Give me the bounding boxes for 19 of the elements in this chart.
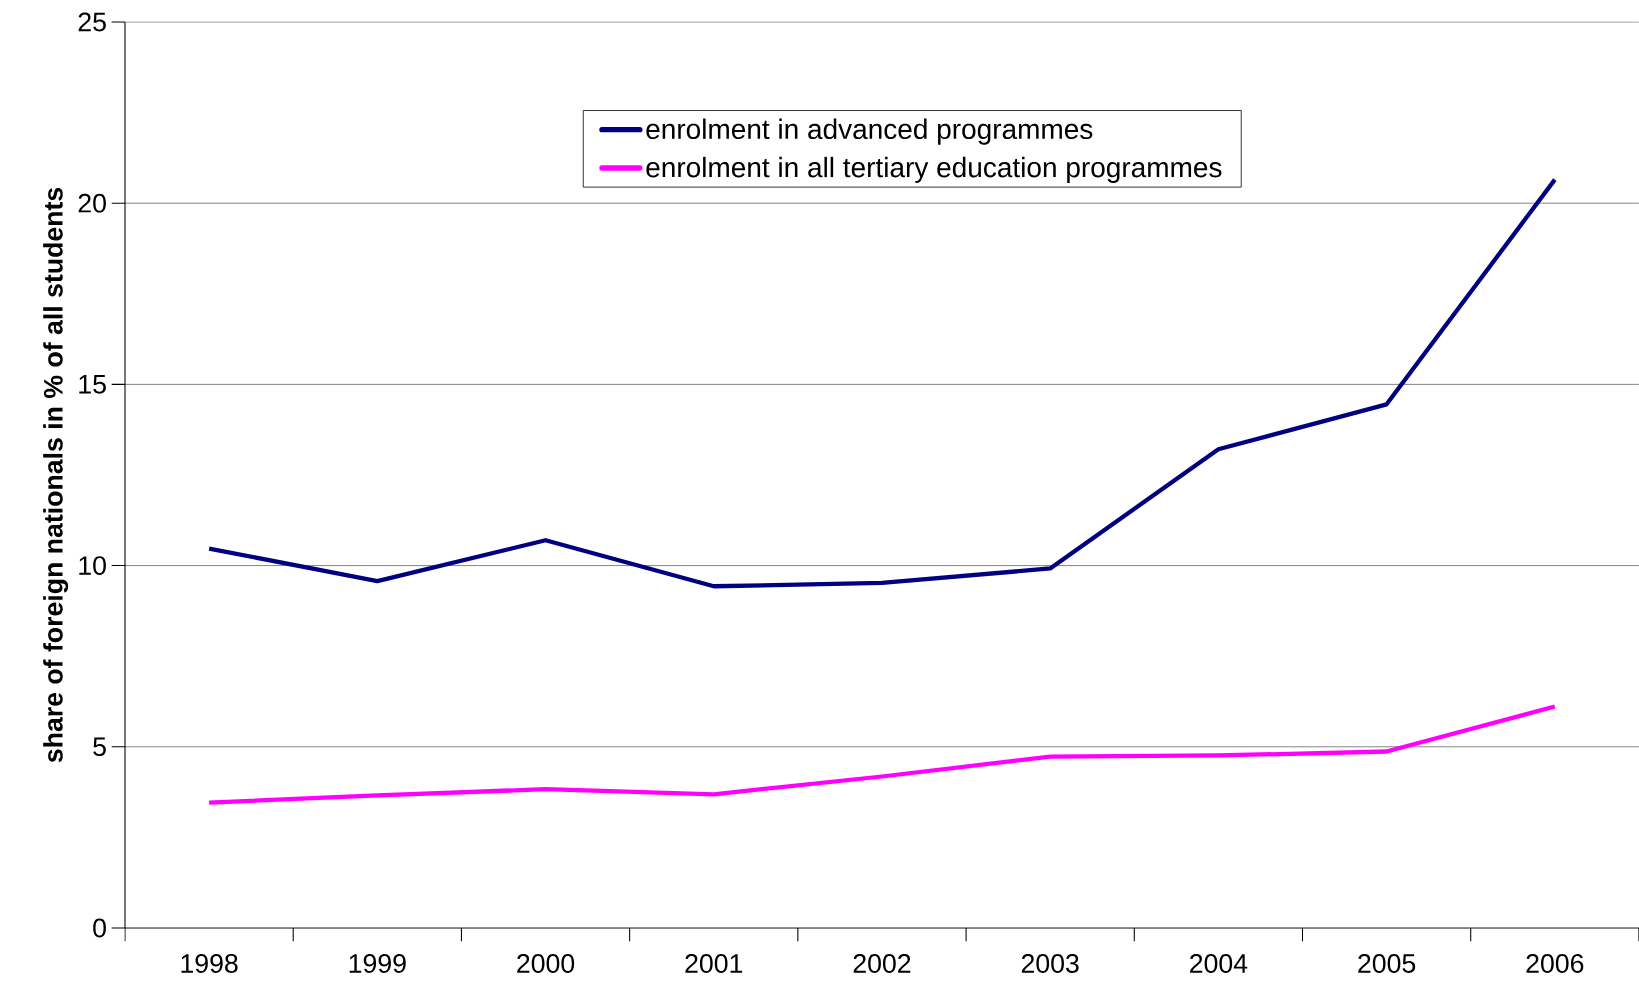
legend-label: enrolment in all tertiary education programmes (646, 156, 1222, 183)
y-tick-label: 10 (79, 556, 106, 576)
x-tick-label: 1998 (181, 954, 238, 973)
line-series (206, 704, 1557, 805)
y-tick-label: 5 (93, 737, 106, 757)
x-tick-label: 2003 (1021, 954, 1079, 973)
y-tick-label: 15 (79, 375, 106, 394)
legend-label: enrolment in advanced programmes (646, 118, 1093, 145)
y-axis-title: share of foreign nationals in % of all students (43, 187, 69, 763)
y-tick-label: 25 (78, 12, 106, 32)
x-tick-label: 2006 (1526, 954, 1584, 973)
y-tick-label: 20 (78, 193, 106, 213)
y-tick-label: 0 (93, 918, 106, 938)
x-tick-label: 2002 (853, 954, 911, 973)
x-tick-label: 2004 (1190, 954, 1248, 973)
x-tick-label: 2001 (685, 954, 743, 973)
x-tick-label: 2005 (1358, 954, 1416, 973)
x-tick-label: 2000 (517, 954, 575, 973)
x-tick-label: 1999 (349, 954, 406, 973)
